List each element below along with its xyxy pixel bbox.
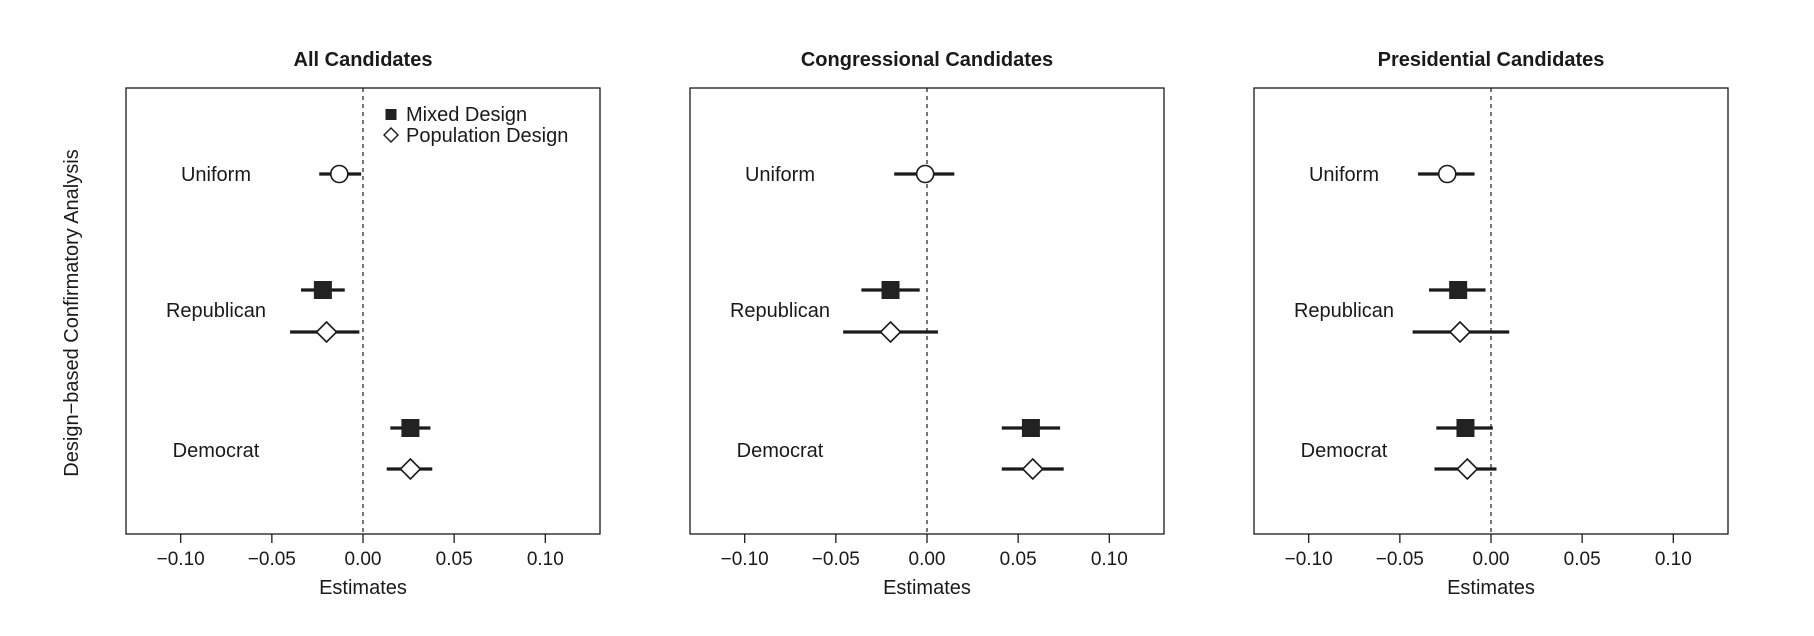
point-population-republican	[879, 320, 902, 344]
x-tick-label: 0.10	[527, 549, 564, 570]
legend-population-label: Population Design	[406, 125, 568, 147]
panel-title: Presidential Candidates	[1378, 49, 1605, 71]
point-population-democrat	[1021, 457, 1044, 481]
x-axis-label: Estimates	[883, 577, 971, 599]
x-tick-label: 0.10	[1091, 549, 1128, 570]
x-tick-label: −0.10	[721, 549, 769, 570]
x-tick-label: 0.10	[1655, 549, 1692, 570]
x-axis-label: Estimates	[319, 577, 407, 599]
point-population-democrat	[1456, 457, 1479, 481]
x-tick-label: 0.00	[909, 549, 946, 570]
x-tick-label: −0.05	[1376, 549, 1424, 570]
x-tick-label: −0.05	[248, 549, 296, 570]
category-label-uniform: Uniform	[181, 164, 251, 186]
panel-2: Congressional Candidates −0.10 −0.05 0.00 0.…	[689, 49, 1165, 599]
point-mixed-democrat	[1021, 419, 1040, 437]
point-mixed-republican	[313, 281, 332, 299]
category-label-republican: Republican	[1294, 300, 1394, 322]
x-tick-label: 0.00	[1473, 549, 1510, 570]
figure-y-axis-label: Design−based Confirmatory Analysis	[61, 149, 83, 476]
point-uniform	[1437, 164, 1457, 184]
category-label-uniform: Uniform	[1309, 164, 1379, 186]
category-label-republican: Republican	[166, 300, 266, 322]
point-mixed-republican	[1449, 281, 1468, 299]
panel-3: Presidential Candidates −0.10 −0.05 0.00 0.0…	[1253, 49, 1729, 599]
x-tick-label: −0.10	[1285, 549, 1333, 570]
point-uniform	[329, 164, 349, 184]
x-tick-label: −0.05	[812, 549, 860, 570]
category-label-democrat: Democrat	[173, 440, 260, 462]
x-tick-label: 0.05	[436, 549, 473, 570]
point-population-republican	[315, 320, 338, 344]
legend-mixed-marker	[385, 109, 397, 120]
point-population-democrat	[399, 457, 422, 481]
legend-mixed-label: Mixed Design	[406, 104, 527, 126]
panel-title: All Candidates	[294, 49, 433, 71]
category-label-democrat: Democrat	[737, 440, 824, 462]
panel-1: All Candidates −0.10 −0.05 0.00 0.05 0.10 Esti…	[125, 49, 601, 599]
x-tick-label: 0.05	[1000, 549, 1037, 570]
x-tick-label: −0.10	[157, 549, 205, 570]
category-label-republican: Republican	[730, 300, 830, 322]
point-mixed-democrat	[1456, 419, 1475, 437]
point-population-republican	[1448, 320, 1472, 344]
point-uniform	[915, 164, 935, 184]
legend-population-marker	[383, 127, 399, 143]
point-mixed-republican	[881, 281, 900, 299]
panel-title: Congressional Candidates	[801, 49, 1053, 71]
point-mixed-democrat	[401, 419, 420, 437]
x-axis-label: Estimates	[1447, 577, 1535, 599]
x-tick-label: 0.00	[345, 549, 382, 570]
category-label-democrat: Democrat	[1301, 440, 1388, 462]
category-label-uniform: Uniform	[745, 164, 815, 186]
x-tick-label: 0.05	[1564, 549, 1601, 570]
